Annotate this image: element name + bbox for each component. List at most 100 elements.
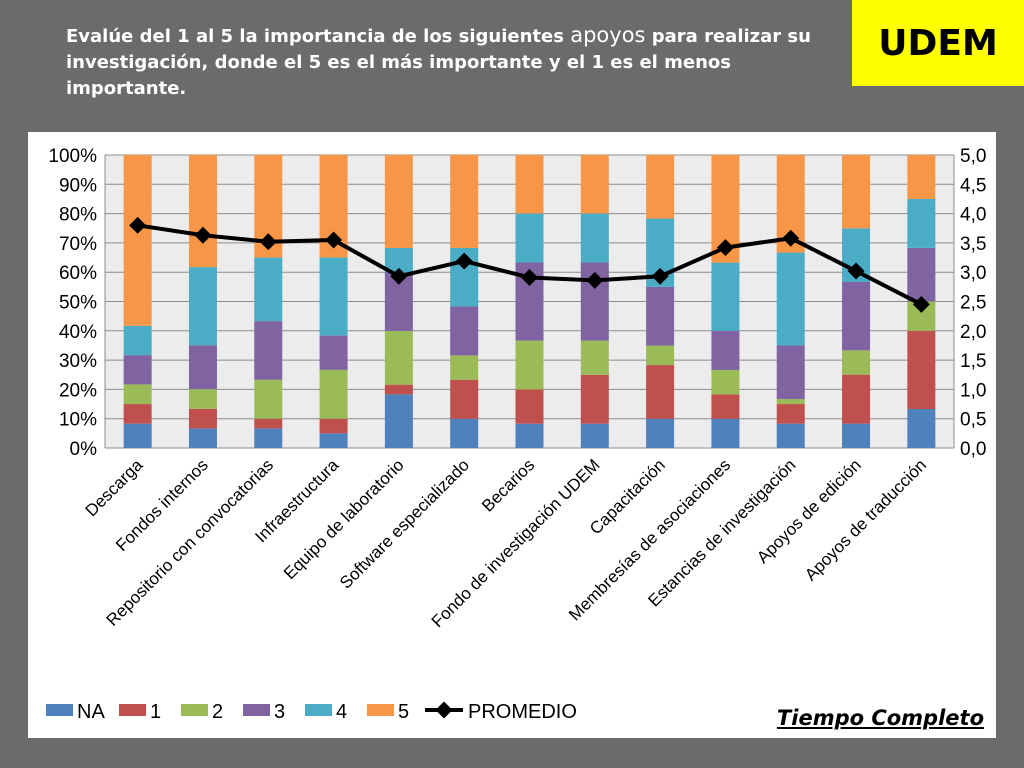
y-tick-label: 50% [59,293,97,314]
promedio-marker [912,295,930,313]
bar-segment [711,369,740,395]
bar-segment [450,379,479,419]
y2-tick-label: 1,0 [960,380,986,401]
category-label: Equipo de laboratorio [280,455,408,583]
y2-tick-label: 3,0 [960,263,986,284]
bar-segment [319,433,348,448]
chart-panel: 0% 10% 20% 30% 40% 50% 60% 70% 80% 90% 100% 0,0 0,5 1… [28,132,996,738]
legend-label: PROMEDIO [468,701,577,723]
bar-segment [515,213,544,263]
bar-segment [646,418,675,448]
bar-segment [450,155,479,248]
y-tick-label: 90% [59,175,97,196]
bar-segment [254,379,283,419]
bar-segment [646,155,675,219]
bar-segment [776,399,805,405]
bar-segment [319,418,348,434]
y-tick-label: 70% [59,234,97,255]
bar-segment [580,213,609,263]
legend-swatch [305,704,332,716]
bar-segment [580,423,609,448]
y2-tick-label: 5,0 [960,146,986,167]
bar-segment [254,257,283,322]
legend-swatch [46,704,73,716]
legend-label: 4 [336,701,347,723]
bar-segment [384,155,413,248]
y-tick-label: 40% [59,322,97,343]
bar-segment [580,340,609,375]
slide-title: Evalúe del 1 al 5 la importancia de los … [66,22,826,102]
y2-tick-label: 4,5 [960,175,986,196]
y-tick-label: 10% [59,410,97,431]
bar-segment [515,340,544,390]
bar-segment [711,330,740,370]
y2-tick-label: 2,0 [960,322,986,343]
bar-segment [907,330,936,410]
bar-segment [123,384,152,405]
bar-segment [384,384,413,395]
legend-label: 2 [212,701,223,723]
bar-segment [123,423,152,448]
title-part1: Evalúe del 1 al 5 la importancia de los … [66,26,571,47]
bar-segment [188,267,217,346]
bar-segment [711,394,740,419]
promedio-marker [586,271,604,289]
category-label: Software especializado [336,455,473,592]
promedio-marker [782,229,800,247]
y-tick-label: 60% [59,263,97,284]
promedio-marker [521,268,538,286]
bar-segment [515,423,544,448]
bar-segment [319,257,348,336]
bar-segment [450,418,479,448]
y-tick-label: 30% [59,351,97,372]
bar-segment [450,306,479,356]
bar-segment [254,428,283,448]
bar-segment [907,247,936,302]
bar-segment [188,408,217,429]
bar-segment [188,155,217,268]
legend-line-marker [435,701,453,719]
bar-segment [319,369,348,419]
bar-segment [842,350,871,375]
bar-segment [907,409,936,448]
bar-segment [123,355,152,385]
title-part2: para realizar su investigación, donde el… [66,26,811,99]
legend-swatch [243,704,270,716]
y2-tick-label: 0,5 [960,410,986,431]
stacked-bar-chart: 0% 10% 20% 30% 40% 50% 60% 70% 80% 90% 100% 0,0 0,5 1… [46,146,986,723]
promedio-marker [716,239,734,257]
bar-segment [646,345,675,366]
bar-segment [188,389,217,409]
bar-segment [646,286,675,346]
promedio-marker [390,267,408,285]
y-tick-label: 0% [70,439,98,460]
promedio-marker [847,262,865,280]
udem-logo: UDEM [852,0,1024,86]
bar-segment [842,423,871,448]
bar-segment [384,330,413,385]
bar-segment [842,155,871,229]
bar-segment [450,355,479,380]
bar-segment [646,365,675,419]
bar-segment [907,155,936,199]
y-tick-label: 20% [59,380,97,401]
legend-label: 1 [150,701,161,723]
bar-segment [907,198,936,248]
y2-tick-label: 2,5 [960,293,986,314]
y2-tick-label: 3,5 [960,234,986,255]
bar-segment [580,155,609,214]
legend-label: 5 [398,701,409,723]
bar-segment [254,321,283,380]
bar-segment [188,345,217,390]
legend-swatch [181,704,208,716]
legend-swatch [367,704,394,716]
bar-segment [776,252,805,346]
bar-segment [123,325,152,356]
title-highlight: apoyos [570,23,646,47]
promedio-marker [651,267,669,285]
bar-segment [384,394,413,448]
bar-segment [515,155,544,214]
promedio-marker [129,216,147,234]
y2-tick-label: 0,0 [960,439,986,460]
y2-tick-label: 4,0 [960,205,986,226]
